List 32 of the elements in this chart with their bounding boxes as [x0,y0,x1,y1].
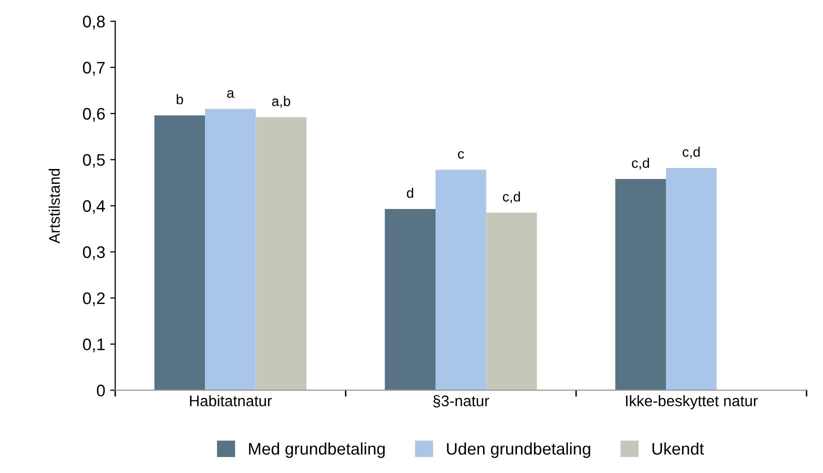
legend-label: Ukendt [652,442,704,455]
y-tick-label: 0,4 [82,200,106,214]
y-tick-label: 0,8 [82,16,105,30]
bar [256,117,306,390]
data-label: c,d [632,158,649,170]
legend-label: Med grundbetaling [249,442,385,458]
data-label: d [406,188,414,198]
y-tick-label: 0,1 [82,338,105,352]
data-label: a,b [272,96,290,108]
bar [615,179,666,390]
bar [486,212,537,390]
legend-label: Uden grundbetaling [447,442,590,458]
bar [436,170,486,390]
y-tick-label: 0,2 [82,292,105,306]
y-tick-label: 0,7 [82,62,105,76]
bar [205,108,256,390]
bar [384,208,436,390]
x-tick-label: Ikke-beskyttet natur [626,395,758,410]
y-tick-label: 0 [96,384,105,396]
y-tick-label: 0,5 [82,154,105,168]
bar [154,115,206,390]
y-tick-label: 0,3 [82,246,105,260]
y-axis-title: Artstilstand [48,168,60,244]
x-tick-label: §3-natur [433,395,490,408]
data-label: c [458,151,464,159]
data-label: b [176,94,184,104]
data-label: c,d [502,191,520,204]
data-label: a [227,90,234,98]
data-label: c,d [682,146,700,158]
y-tick-label: 0,6 [82,108,105,122]
bar [666,168,717,390]
x-tick-label: Habitatnatur [190,395,272,406]
